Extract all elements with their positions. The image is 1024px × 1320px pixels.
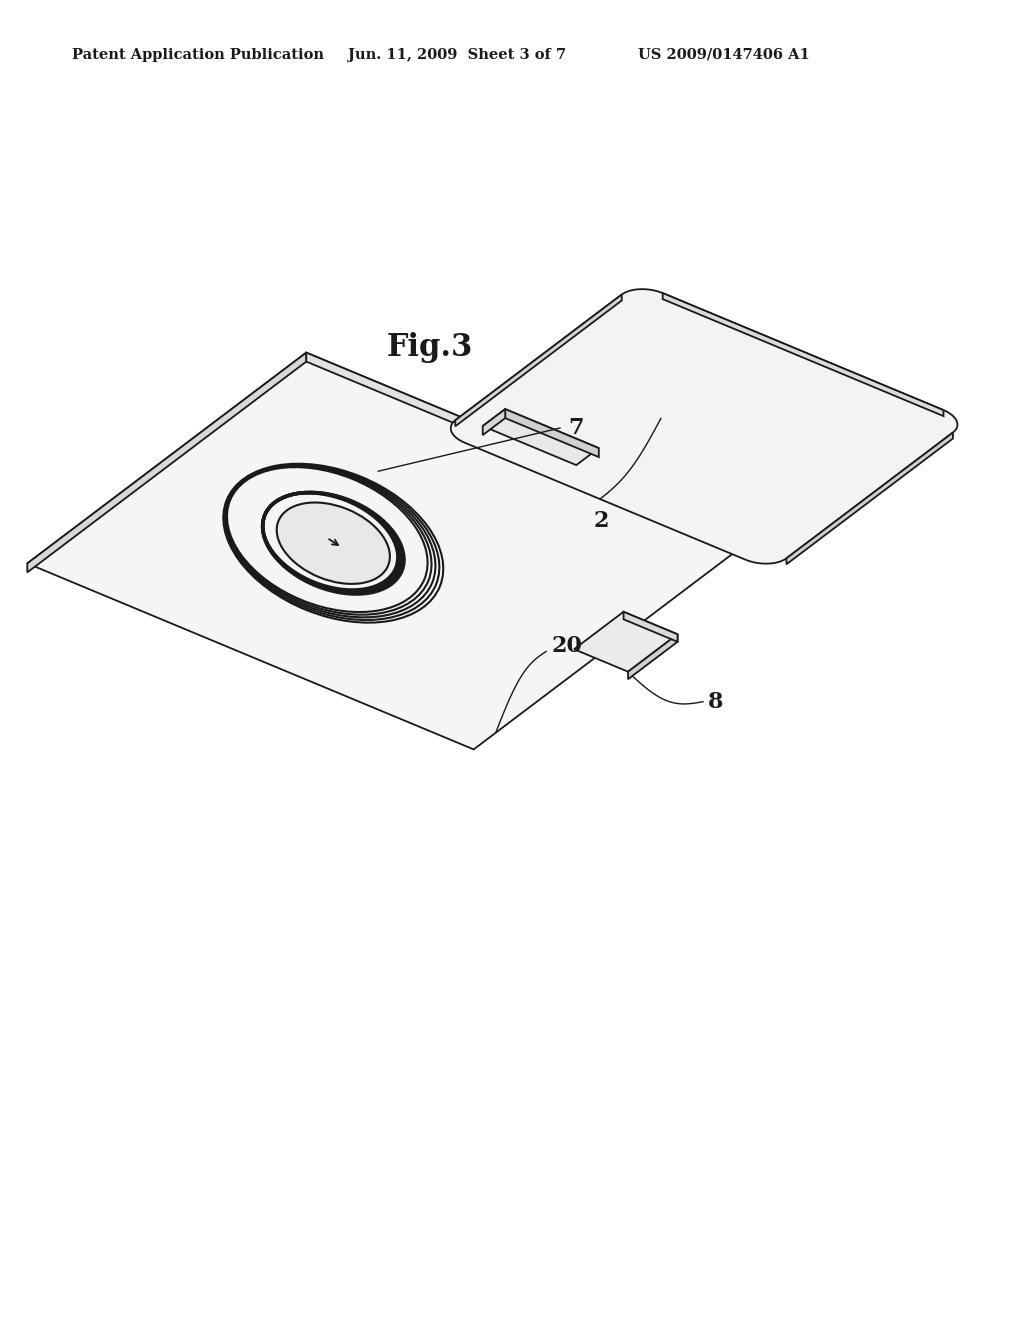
Text: Fig.3: Fig.3: [387, 333, 473, 363]
Ellipse shape: [276, 503, 390, 583]
Text: US 2009/0147406 A1: US 2009/0147406 A1: [638, 48, 810, 62]
Polygon shape: [482, 409, 599, 465]
Polygon shape: [663, 293, 943, 416]
Polygon shape: [28, 352, 753, 750]
Polygon shape: [505, 409, 599, 457]
Polygon shape: [786, 433, 953, 565]
Polygon shape: [28, 352, 306, 573]
Polygon shape: [451, 289, 957, 564]
Text: Jun. 11, 2009  Sheet 3 of 7: Jun. 11, 2009 Sheet 3 of 7: [348, 48, 566, 62]
Polygon shape: [624, 611, 678, 642]
Polygon shape: [456, 294, 622, 426]
Text: 8: 8: [708, 690, 724, 713]
Polygon shape: [628, 635, 678, 680]
Polygon shape: [306, 352, 753, 548]
Polygon shape: [482, 409, 505, 436]
Text: 7: 7: [568, 417, 584, 440]
Text: 2: 2: [593, 511, 608, 532]
Text: 20: 20: [551, 635, 582, 657]
Polygon shape: [574, 611, 678, 672]
Text: Patent Application Publication: Patent Application Publication: [72, 48, 324, 62]
